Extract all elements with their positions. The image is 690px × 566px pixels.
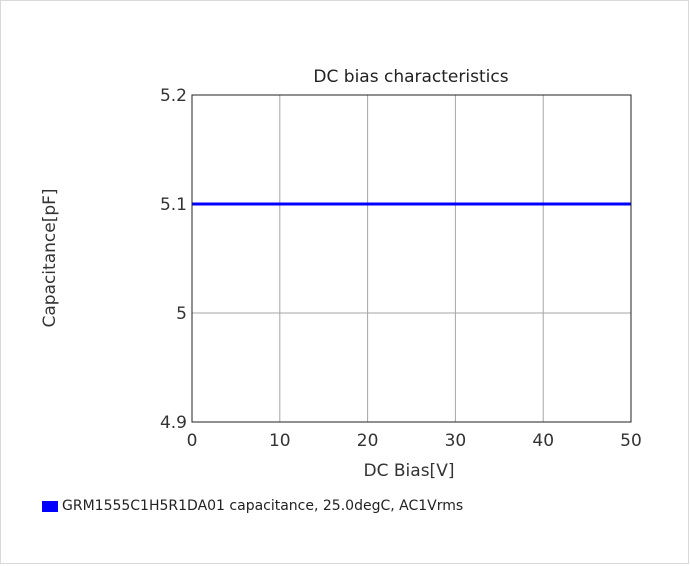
x-tick-label: 10 <box>269 431 291 451</box>
x-tick-label: 0 <box>187 431 198 451</box>
y-tick-label: 5 <box>176 304 187 324</box>
x-tick-label: 20 <box>357 431 379 451</box>
chart-title: DC bias characteristics <box>313 67 508 87</box>
y-tick-label: 4.9 <box>160 413 187 433</box>
x-axis-title: DC Bias[V] <box>364 461 455 481</box>
x-tick-label: 40 <box>532 431 554 451</box>
tick-labels: 0 10 20 30 40 50 4.9 5 5.1 5.2 <box>160 86 642 451</box>
y-tick-label: 5.2 <box>160 86 187 106</box>
legend-swatch <box>42 500 58 512</box>
plot-area <box>191 94 632 423</box>
legend: GRM1555C1H5R1DA01 capacitance, 25.0degC,… <box>42 498 463 514</box>
y-axis-title: Capacitance[pF] <box>40 188 60 327</box>
y-tick-label: 5.1 <box>160 195 187 215</box>
x-tick-label: 50 <box>620 431 642 451</box>
legend-label: GRM1555C1H5R1DA01 capacitance, 25.0degC,… <box>62 498 464 514</box>
grid-lines <box>192 95 631 422</box>
x-tick-label: 30 <box>445 431 467 451</box>
